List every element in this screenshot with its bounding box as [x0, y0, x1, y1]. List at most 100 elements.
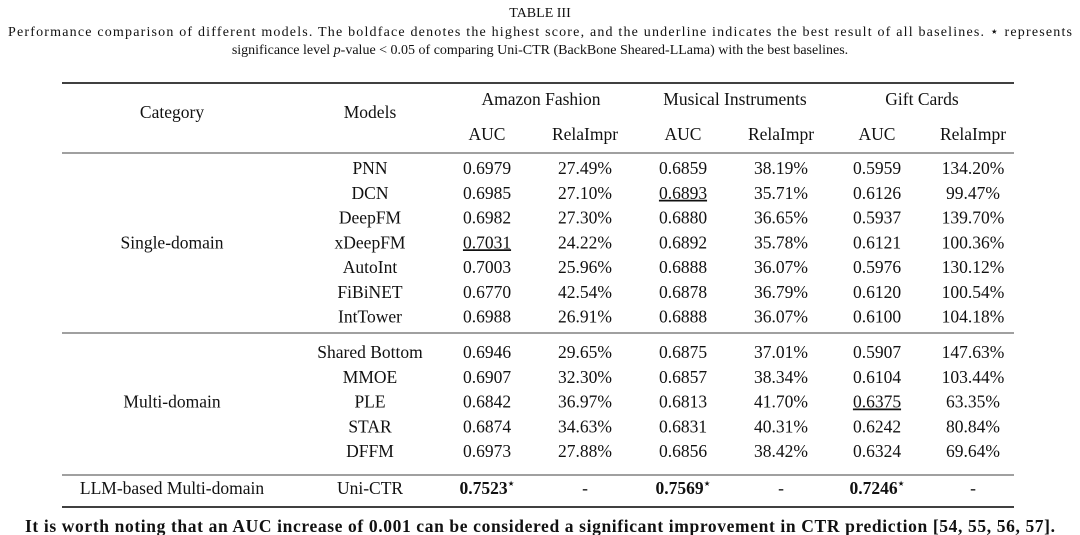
table-title: TABLE III	[509, 6, 571, 21]
caption-part: significance level	[232, 43, 334, 58]
table-cell: 0.6242	[853, 416, 901, 436]
header-column: RelaImpr	[748, 124, 814, 144]
model-name: STAR	[348, 416, 392, 436]
table-cell: 0.6874	[463, 416, 511, 436]
table-cell: 0.5937	[853, 208, 901, 228]
table-cell: 24.22%	[558, 232, 612, 252]
header-group: Gift Cards	[885, 89, 959, 109]
table-cell: 69.64%	[946, 441, 1000, 461]
table-cell: 99.47%	[946, 183, 1000, 203]
table-cell: 0.6856	[659, 441, 707, 461]
table-cell: 0.6907	[463, 367, 511, 387]
table-cell: 139.70%	[942, 208, 1005, 228]
table-cell: 0.7246⋆	[849, 478, 904, 498]
table-cell: 38.42%	[754, 441, 808, 461]
table-cell: 25.96%	[558, 257, 612, 277]
model-name: DCN	[352, 183, 389, 203]
table-cell: 35.71%	[754, 183, 808, 203]
significance-mark: ⋆	[898, 478, 905, 490]
model-name: MMOE	[343, 367, 397, 387]
table-cell: 0.6121	[853, 232, 901, 252]
table-cell: 42.54%	[558, 282, 612, 302]
model-name: FiBiNET	[337, 282, 402, 302]
header-column: AUC	[859, 124, 896, 144]
table-cell: 0.6375	[853, 392, 901, 412]
header-column: RelaImpr	[552, 124, 618, 144]
table-cell: -	[582, 478, 588, 498]
model-name: PNN	[352, 158, 387, 178]
table-cell: 0.5959	[853, 158, 901, 178]
cell-value: 0.7523	[459, 478, 507, 498]
table-cell: 0.6126	[853, 183, 901, 203]
cell-value: 0.7031	[463, 232, 511, 252]
table-cell: 0.6770	[463, 282, 511, 302]
cell-value: 0.6893	[659, 183, 707, 203]
table-cell: 34.63%	[558, 416, 612, 436]
table-cell: 38.19%	[754, 158, 808, 178]
header-column: RelaImpr	[940, 124, 1006, 144]
table-cell: 0.6857	[659, 367, 707, 387]
table-cell: -	[970, 478, 976, 498]
table-cell: 0.6120	[853, 282, 901, 302]
caption-part: -value < 0.05 of comparing Uni-CTR (Back…	[341, 43, 848, 58]
table-cell: 0.7031	[463, 232, 511, 252]
table-cell: 0.6985	[463, 183, 511, 203]
model-name: Uni-CTR	[337, 478, 403, 498]
model-name: AutoInt	[343, 257, 398, 277]
table-cell: 27.30%	[558, 208, 612, 228]
table-cell: 0.6875	[659, 342, 707, 362]
header-column: AUC	[665, 124, 702, 144]
table-cell: 27.88%	[558, 441, 612, 461]
cell-value: 0.7569	[655, 478, 703, 498]
cell-value: 0.7246	[849, 478, 897, 498]
table-cell: 0.6888	[659, 307, 707, 327]
table-cell: 0.5907	[853, 342, 901, 362]
table-cell: 0.6831	[659, 416, 707, 436]
table-cell: 0.6880	[659, 208, 707, 228]
table-cell: 0.6892	[659, 232, 707, 252]
table-cell: 147.63%	[942, 342, 1005, 362]
table-cell: 100.36%	[942, 232, 1005, 252]
table-cell: 36.07%	[754, 257, 808, 277]
table-cell: 0.6878	[659, 282, 707, 302]
table-cell: 40.31%	[754, 416, 808, 436]
table-cell: 0.6946	[463, 342, 511, 362]
model-name: xDeepFM	[335, 232, 406, 252]
model-name: PLE	[354, 392, 385, 412]
table-cell: 0.6104	[853, 367, 901, 387]
table-cell: 29.65%	[558, 342, 612, 362]
table-cell: 36.97%	[558, 392, 612, 412]
table-cell: 37.01%	[754, 342, 808, 362]
table-cell: 0.6982	[463, 208, 511, 228]
table-cell: 27.49%	[558, 158, 612, 178]
model-name: DFFM	[346, 441, 394, 461]
header-column: AUC	[469, 124, 506, 144]
category-label: Multi-domain	[123, 392, 220, 412]
table-cell: 134.20%	[942, 158, 1005, 178]
header-category: Category	[140, 102, 204, 122]
category-label: Single-domain	[120, 232, 223, 252]
table-cell: 36.79%	[754, 282, 808, 302]
table-cell: 103.44%	[942, 367, 1005, 387]
model-name: IntTower	[338, 307, 402, 327]
table-cell: 27.10%	[558, 183, 612, 203]
table-cell: 80.84%	[946, 416, 1000, 436]
model-name: Shared Bottom	[317, 342, 423, 362]
table-cell: 0.6842	[463, 392, 511, 412]
table-cell: 0.6100	[853, 307, 901, 327]
table-cell: 0.6988	[463, 307, 511, 327]
significance-mark: ⋆	[704, 478, 711, 490]
table-cell: 0.6893	[659, 183, 707, 203]
table-cell: 0.7003	[463, 257, 511, 277]
caption-part: p	[333, 43, 341, 58]
table-cell: 130.12%	[942, 257, 1005, 277]
table-cell: 36.07%	[754, 307, 808, 327]
header-group: Musical Instruments	[663, 89, 807, 109]
significance-mark: ⋆	[508, 478, 515, 490]
table-cell: 0.6979	[463, 158, 511, 178]
note: It is worth noting that an AUC increase …	[25, 516, 1055, 535]
table-cell: 0.7569⋆	[655, 478, 710, 498]
caption-line: Performance comparison of different mode…	[8, 25, 1072, 40]
table-cell: 100.54%	[942, 282, 1005, 302]
